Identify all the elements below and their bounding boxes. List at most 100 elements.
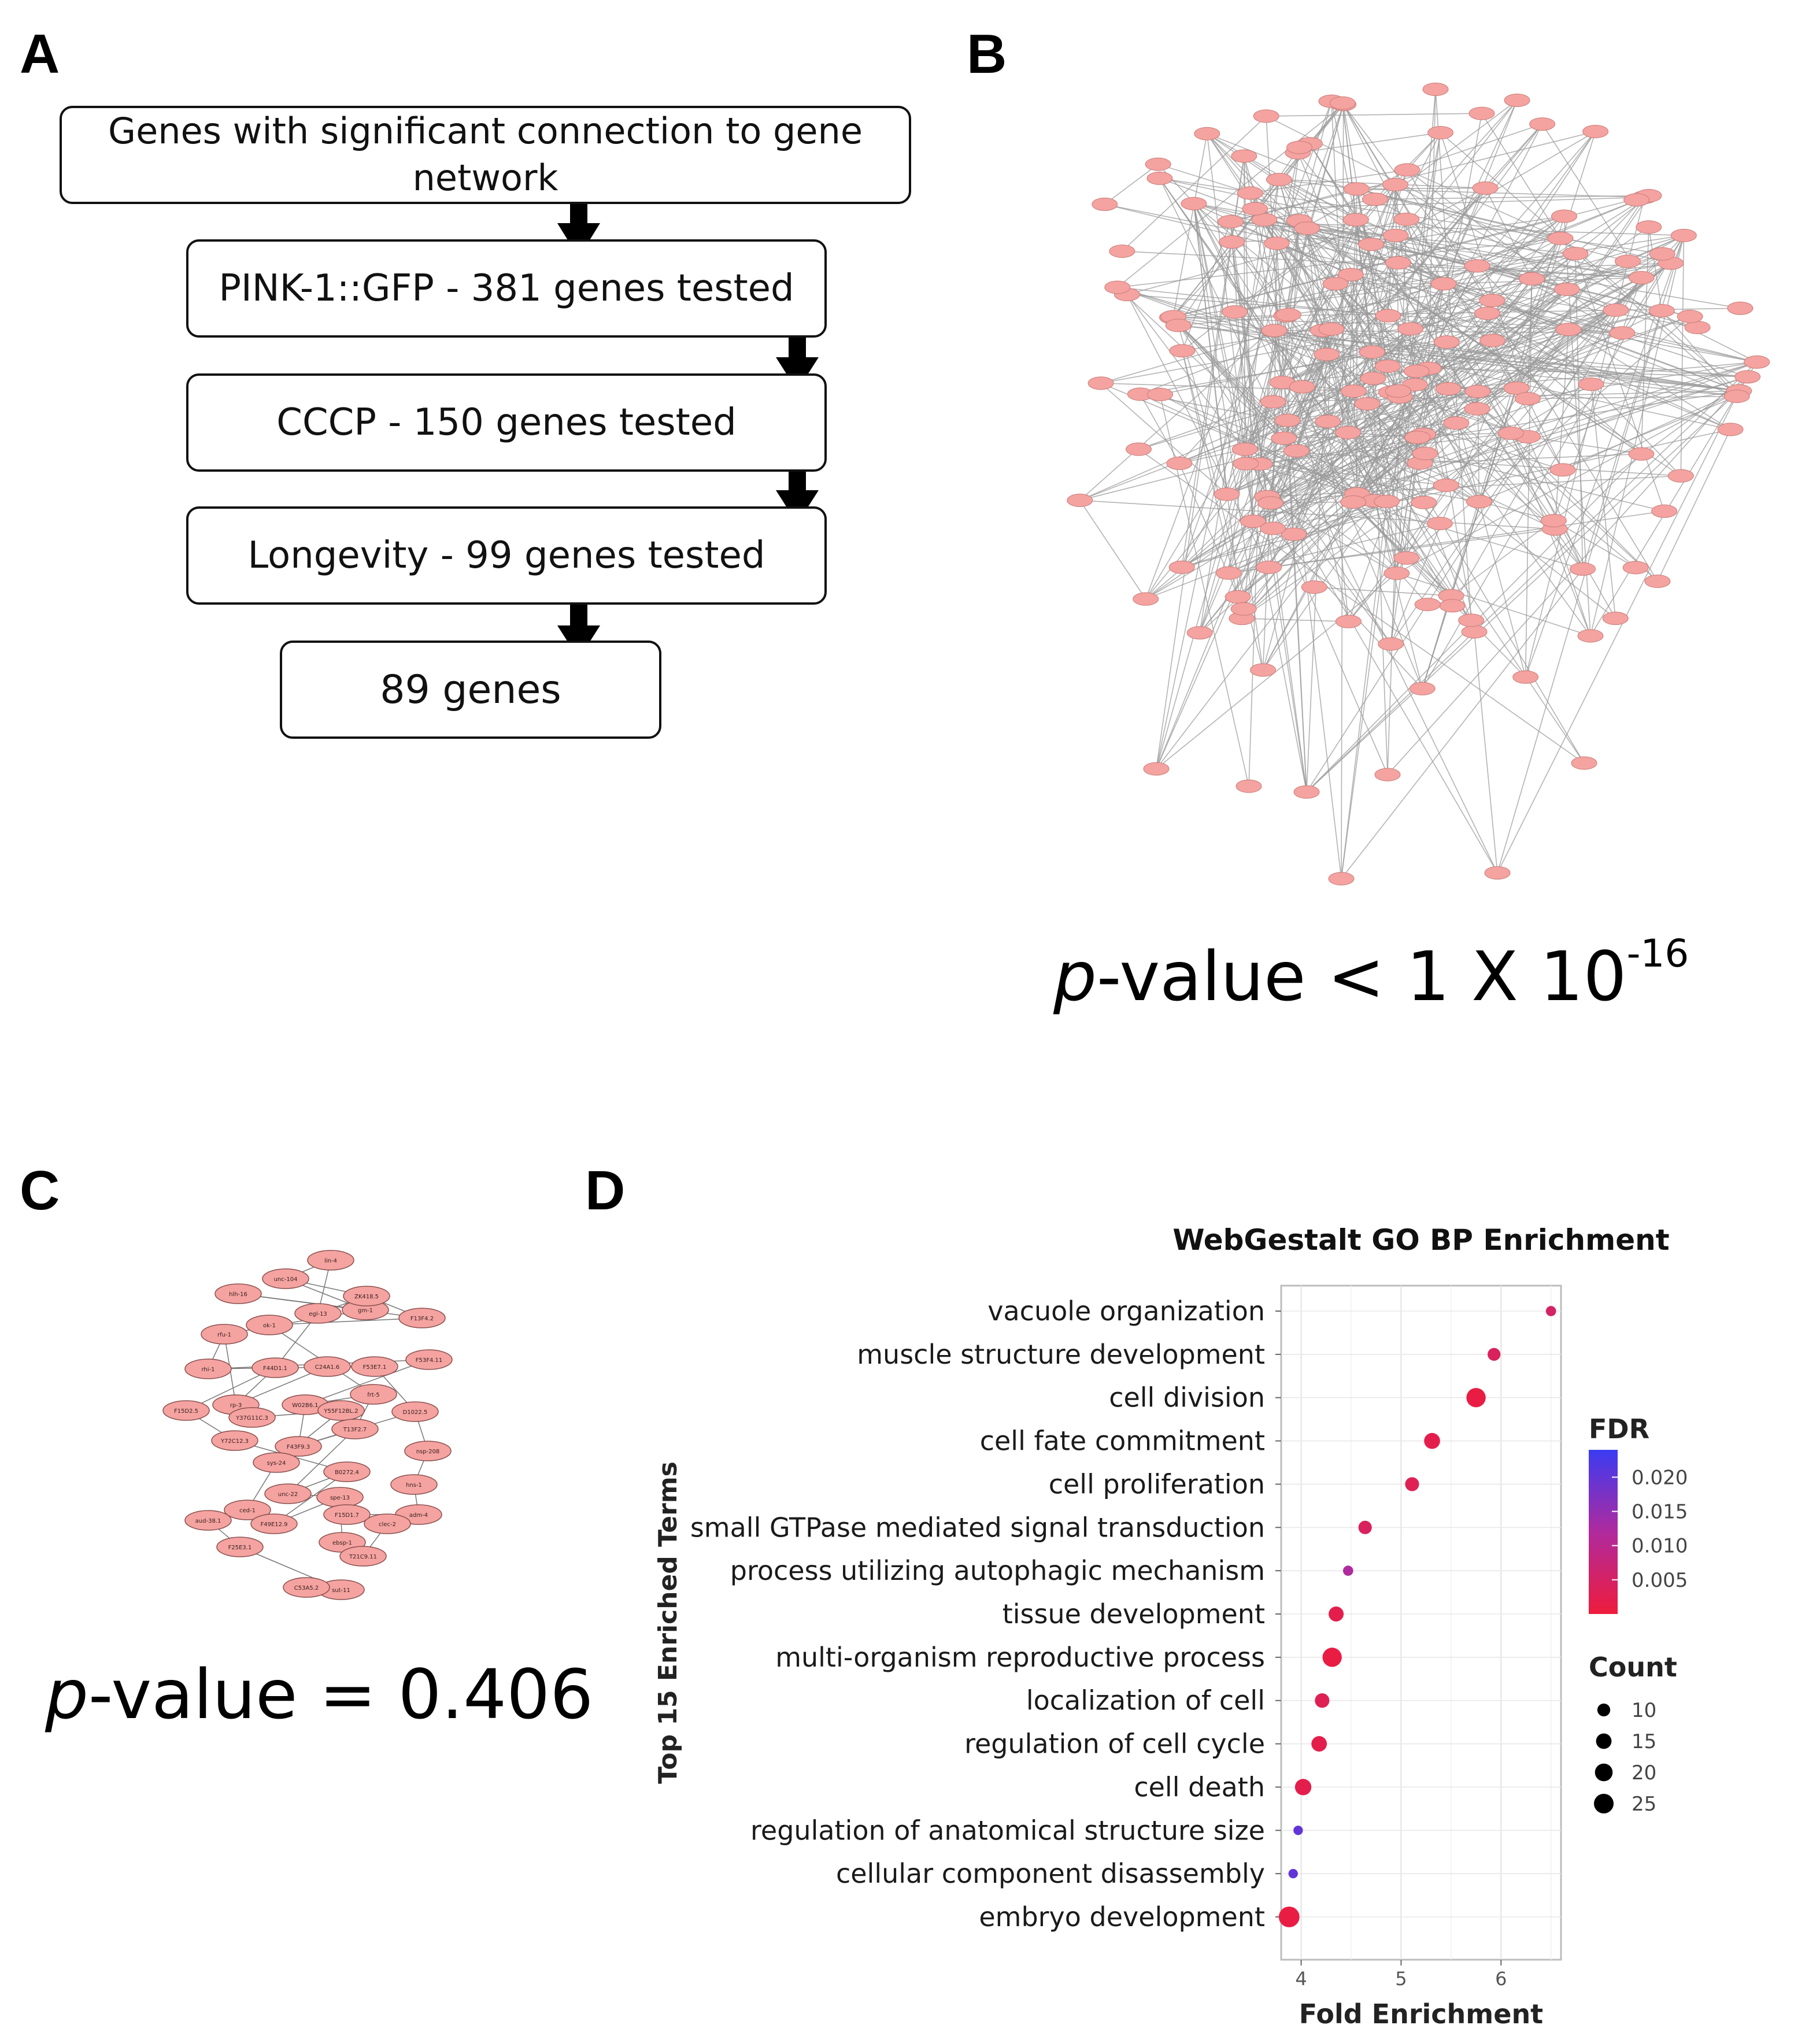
flow-box-label: CCCP - 150 genes tested [276, 401, 737, 444]
flow-box-pink1: PINK-1::GFP - 381 genes tested [186, 239, 827, 338]
x-tick-label: 4 [1295, 1968, 1307, 1990]
network-edge [1479, 501, 1554, 521]
network-edge [1159, 177, 1388, 502]
panel-label-b: B [967, 23, 1007, 85]
network-edge [1390, 238, 1561, 645]
network-node: unc-22 [264, 1483, 312, 1504]
network-edge [1145, 101, 1332, 599]
network-node [1651, 504, 1678, 518]
network-node-label: T13F2.7 [343, 1427, 367, 1433]
enrichment-dot-plot: WebGestalt GO BP Enrichment vacuole organ… [653, 1223, 1688, 2029]
network-node [1343, 182, 1370, 196]
network-node [1087, 376, 1114, 390]
network-node-label: T21C9.11 [349, 1554, 377, 1560]
network-node [1382, 228, 1409, 242]
network-edge [1253, 376, 1748, 522]
network-edge [1226, 316, 1690, 495]
count-legend-dot [1596, 1733, 1612, 1749]
network-edge [1395, 187, 1486, 236]
fdr-tick-label: 0.005 [1632, 1569, 1688, 1592]
network-node [1412, 447, 1438, 461]
network-node [1374, 768, 1401, 782]
network-node [1314, 347, 1340, 361]
network-node: lin-4 [307, 1250, 354, 1271]
network-node [1403, 364, 1430, 378]
network-edge [1282, 330, 1323, 383]
network-node [1266, 173, 1292, 187]
network-node: C24A1.6 [304, 1356, 351, 1377]
count-legend-label: 10 [1632, 1699, 1656, 1722]
network-node [1404, 431, 1431, 445]
network-edge [1157, 164, 1251, 194]
network-edge [1159, 178, 1498, 873]
network-node [1294, 221, 1320, 235]
network-edge [1207, 133, 1658, 582]
network-node [1260, 395, 1286, 409]
network-node [1578, 377, 1604, 391]
network-edges [1079, 89, 1758, 879]
network-node-label: Y37G11C.3 [235, 1415, 268, 1422]
network-node-label: frt-5 [367, 1392, 380, 1398]
network-node: ced-1 [224, 1500, 271, 1520]
network-node-label: F53F4.11 [416, 1357, 443, 1364]
network-node [1670, 228, 1697, 242]
network-edge [1306, 390, 1740, 793]
network-node: F49E12.9 [250, 1513, 298, 1534]
network-edge [1262, 265, 1478, 671]
network-node [1322, 277, 1349, 291]
network-edge [1172, 316, 1392, 645]
network-node [1286, 140, 1313, 154]
network-edge [1478, 501, 1526, 678]
network-node [1237, 186, 1263, 200]
flow-box-longevity: Longevity - 99 genes tested [186, 506, 827, 605]
network-node-label: Y72C12.3 [220, 1438, 249, 1445]
network-edge [1193, 203, 1275, 331]
y-tick-label: cellular component disassembly [836, 1858, 1265, 1889]
network-edge [1193, 203, 1242, 619]
network-edge [1264, 198, 1375, 220]
network-edge [224, 1309, 366, 1335]
network-node [1472, 181, 1499, 195]
network-edge [1416, 371, 1480, 502]
network-node [1427, 126, 1454, 140]
network-edge [1582, 235, 1685, 569]
network-edge [1179, 274, 1352, 464]
fdr-legend-title: FDR [1589, 1413, 1649, 1445]
network-edge [1331, 101, 1349, 433]
y-tick-label: cell proliferation [1049, 1468, 1265, 1500]
network-node: C53A5.2 [283, 1577, 330, 1598]
network-node-label: sys-24 [267, 1460, 286, 1467]
network-node [1555, 323, 1582, 336]
network-node [1628, 447, 1655, 461]
network-edge [1230, 221, 1351, 275]
network-node: clec-2 [364, 1513, 411, 1534]
network-edge [1553, 277, 1643, 521]
network-node [1378, 637, 1404, 651]
network-node [1146, 171, 1173, 185]
network-edge [1527, 436, 1584, 569]
network-edge [1562, 390, 1740, 471]
network-node [1104, 280, 1131, 294]
network-edge [1444, 283, 1698, 328]
network-node-label: nsp-208 [416, 1449, 440, 1455]
network-node [1289, 380, 1315, 394]
network-node [1474, 306, 1501, 320]
data-point [1278, 1907, 1300, 1927]
network-node [1374, 359, 1401, 373]
network-edge [1282, 351, 1373, 383]
network-edge [1428, 368, 1457, 424]
network-edge [1230, 221, 1254, 521]
network-edge [1327, 329, 1332, 422]
network-node [1301, 580, 1327, 594]
network-edge [1299, 101, 1332, 221]
network-node-label: rp-3 [230, 1402, 242, 1409]
network-node: F53E7.1 [351, 1356, 398, 1377]
network-node [1466, 495, 1492, 509]
network-edge [1554, 329, 1569, 530]
network-node-label: hlh-16 [229, 1291, 247, 1298]
data-point [1311, 1736, 1327, 1752]
network-node [1194, 127, 1220, 140]
network-edge [1140, 197, 1645, 395]
p-value-text: -value = 0.406 [88, 1654, 594, 1734]
network-node-label: F15D1.7 [335, 1512, 359, 1519]
